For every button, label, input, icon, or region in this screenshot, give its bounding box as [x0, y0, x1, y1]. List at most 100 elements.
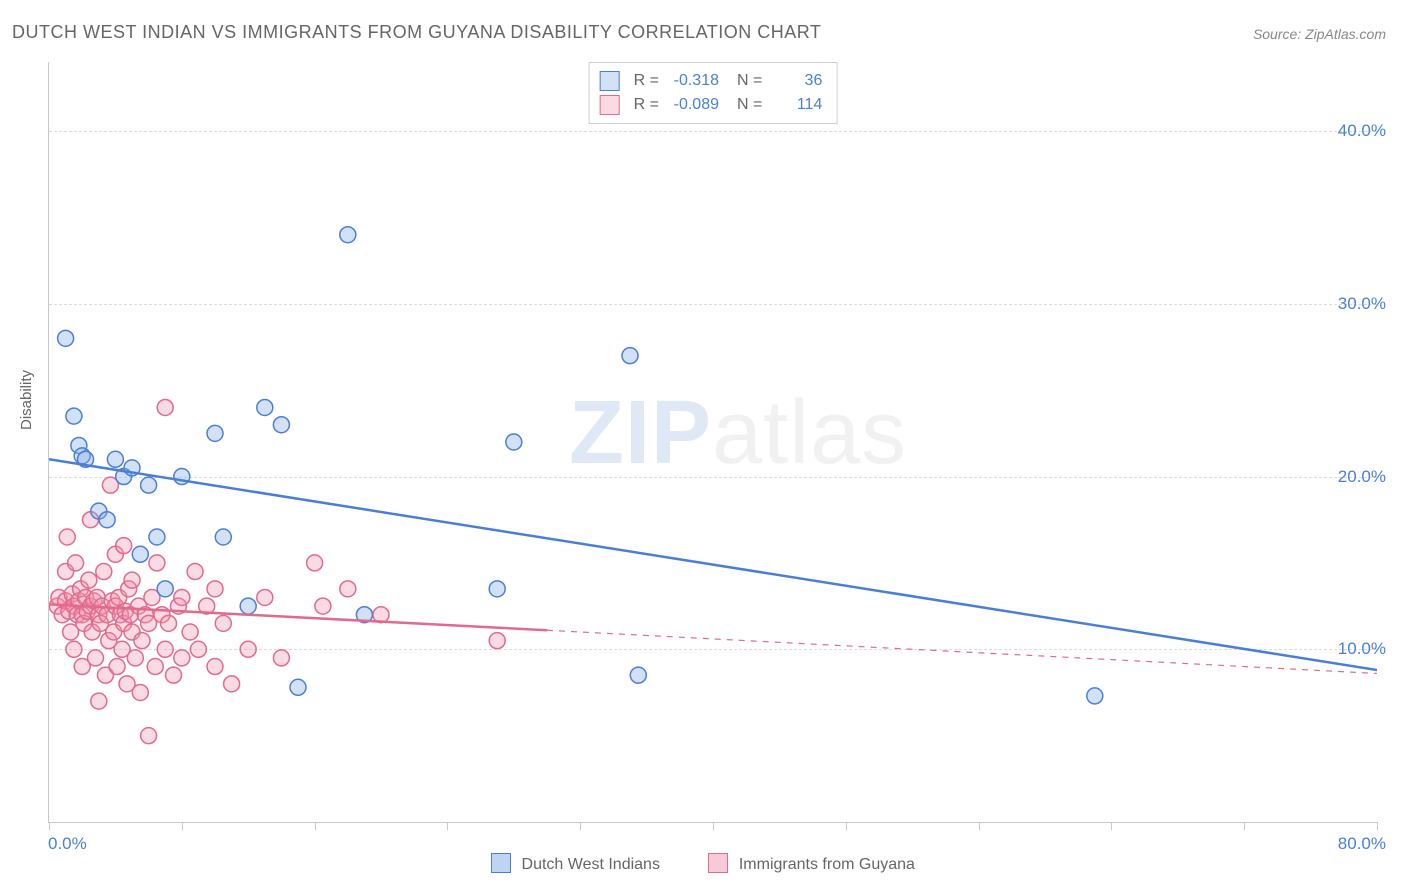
data-point — [174, 650, 190, 666]
legend-item-1: Immigrants from Guyana — [708, 853, 915, 874]
data-point — [107, 451, 123, 467]
data-point — [630, 667, 646, 683]
legend-item-0: Dutch West Indians — [491, 853, 660, 874]
legend-label-0: Dutch West Indians — [522, 856, 660, 873]
data-point — [157, 399, 173, 415]
y-tick-label: 20.0% — [1338, 467, 1386, 487]
data-point — [149, 555, 165, 571]
n-label: N = — [737, 93, 762, 117]
data-point — [161, 615, 177, 631]
data-point — [240, 641, 256, 657]
data-point — [132, 684, 148, 700]
legend-swatch-1 — [708, 853, 728, 873]
data-point — [240, 598, 256, 614]
x-tick — [1244, 822, 1245, 830]
stats-row-series-0: R = -0.318 N = 36 — [600, 69, 823, 93]
data-point — [207, 581, 223, 597]
y-tick-label: 10.0% — [1338, 639, 1386, 659]
x-tick — [713, 822, 714, 830]
data-point — [489, 581, 505, 597]
x-tick — [182, 822, 183, 830]
trend-line-extrapolated — [547, 630, 1377, 673]
data-point — [141, 728, 157, 744]
data-point — [124, 572, 140, 588]
x-tick — [1377, 822, 1378, 830]
data-point — [157, 641, 173, 657]
data-point — [132, 546, 148, 562]
data-point — [147, 659, 163, 675]
x-tick — [1111, 822, 1112, 830]
data-point — [257, 589, 273, 605]
data-point — [207, 659, 223, 675]
swatch-series-0 — [600, 71, 620, 91]
r-label: R = — [634, 69, 659, 93]
data-point — [215, 615, 231, 631]
r-value-1: -0.089 — [667, 93, 719, 117]
x-tick — [315, 822, 316, 830]
data-point — [174, 589, 190, 605]
data-point — [273, 417, 289, 433]
scatter-plot — [49, 62, 1377, 822]
x-tick — [49, 822, 50, 830]
n-value-1: 114 — [770, 93, 822, 117]
y-tick-label: 30.0% — [1338, 294, 1386, 314]
data-point — [68, 555, 84, 571]
n-value-0: 36 — [770, 69, 822, 93]
x-tick — [580, 822, 581, 830]
data-point — [141, 477, 157, 493]
chart-title: DUTCH WEST INDIAN VS IMMIGRANTS FROM GUY… — [12, 22, 821, 43]
trend-line — [49, 459, 1377, 670]
data-point — [207, 425, 223, 441]
x-tick — [979, 822, 980, 830]
n-label: N = — [737, 69, 762, 93]
data-point — [91, 693, 107, 709]
r-label: R = — [634, 93, 659, 117]
data-point — [66, 408, 82, 424]
r-value-0: -0.318 — [667, 69, 719, 93]
x-tick — [846, 822, 847, 830]
x-tick — [447, 822, 448, 830]
data-point — [1087, 688, 1103, 704]
data-point — [340, 581, 356, 597]
stats-row-series-1: R = -0.089 N = 114 — [600, 93, 823, 117]
data-point — [224, 676, 240, 692]
data-point — [109, 659, 125, 675]
data-point — [182, 624, 198, 640]
data-point — [59, 529, 75, 545]
x-max-label: 80.0% — [1338, 834, 1386, 854]
data-point — [58, 330, 74, 346]
legend-swatch-0 — [491, 853, 511, 873]
data-point — [187, 564, 203, 580]
legend-bottom: Dutch West Indians Immigrants from Guyan… — [0, 853, 1406, 874]
data-point — [315, 598, 331, 614]
data-point — [506, 434, 522, 450]
data-point — [116, 538, 132, 554]
data-point — [157, 581, 173, 597]
data-point — [257, 399, 273, 415]
data-point — [290, 679, 306, 695]
plot-area: ZIPatlas R = -0.318 N = 36 R = -0.089 N … — [48, 62, 1377, 823]
swatch-series-1 — [600, 95, 620, 115]
legend-label-1: Immigrants from Guyana — [739, 856, 915, 873]
data-point — [134, 633, 150, 649]
data-point — [489, 633, 505, 649]
y-tick-label: 40.0% — [1338, 121, 1386, 141]
data-point — [81, 572, 97, 588]
data-point — [340, 227, 356, 243]
data-point — [96, 564, 112, 580]
x-min-label: 0.0% — [48, 834, 87, 854]
data-point — [622, 348, 638, 364]
data-point — [127, 650, 143, 666]
source-attribution: Source: ZipAtlas.com — [1253, 26, 1386, 42]
y-axis-label: Disability — [18, 370, 35, 430]
data-point — [190, 641, 206, 657]
data-point — [166, 667, 182, 683]
data-point — [215, 529, 231, 545]
data-point — [66, 641, 82, 657]
data-point — [99, 512, 115, 528]
stats-legend: R = -0.318 N = 36 R = -0.089 N = 114 — [589, 62, 838, 124]
data-point — [87, 650, 103, 666]
data-point — [149, 529, 165, 545]
data-point — [273, 650, 289, 666]
data-point — [307, 555, 323, 571]
